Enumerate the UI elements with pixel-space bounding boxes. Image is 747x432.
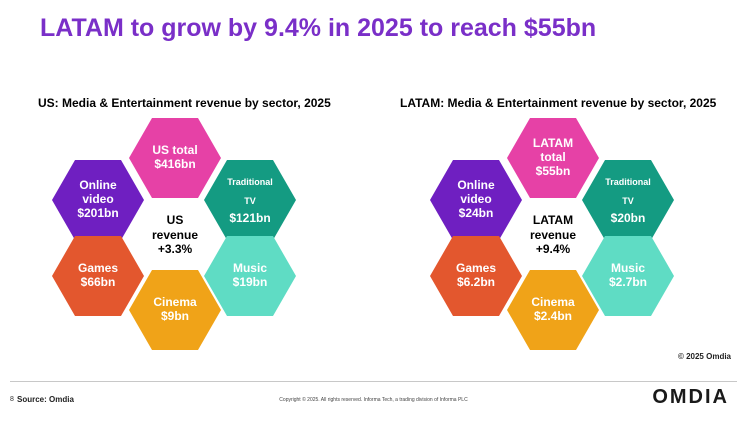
us-music-label: Music bbox=[232, 261, 267, 276]
latam-tradtv-label-2: TV bbox=[622, 195, 634, 206]
latam-tradtv-value: $20bn bbox=[610, 211, 646, 226]
latam-music-value: $2.7bn bbox=[608, 275, 647, 289]
latam-total-hex: LATAM total $55bn bbox=[507, 118, 599, 198]
latam-online-value: $24bn bbox=[458, 205, 494, 220]
us-music-hex: Music $19bn bbox=[204, 236, 296, 316]
source-note: Source: Omdia bbox=[17, 395, 74, 404]
footer-divider bbox=[10, 381, 737, 382]
us-tradtv-value: $121bn bbox=[229, 211, 271, 226]
latam-music-label: Music bbox=[610, 261, 645, 276]
legal-text: Copyright © 2025. All rights reserved. I… bbox=[279, 397, 468, 403]
latam-center-text: LATAM revenue +9.4% bbox=[507, 195, 599, 275]
copyright-notice: © 2025 Omdia bbox=[677, 352, 731, 361]
latam-total-label-1: LATAM bbox=[532, 136, 574, 151]
us-panel-title: US: Media & Entertainment revenue by sec… bbox=[38, 96, 331, 110]
slide-title: LATAM to grow by 9.4% in 2025 to reach $… bbox=[40, 14, 597, 42]
us-games-value: $66bn bbox=[80, 275, 116, 289]
us-hex-diagram: US total $416bn Online video $201bn Traditi… bbox=[52, 118, 302, 350]
latam-online-label-1: Online bbox=[457, 178, 495, 193]
latam-games-label: Games bbox=[455, 261, 497, 276]
latam-growth-rate: +9.4% bbox=[535, 242, 571, 257]
us-center-text: US revenue +3.3% bbox=[129, 195, 221, 275]
latam-cinema-label: Cinema bbox=[531, 295, 575, 310]
latam-panel-title: LATAM: Media & Entertainment revenue by … bbox=[400, 96, 717, 110]
us-growth-rate: +3.3% bbox=[157, 242, 193, 257]
latam-cinema-value: $2.4bn bbox=[533, 309, 572, 323]
latam-total-label-2: total bbox=[540, 150, 566, 165]
us-cinema-value: $9bn bbox=[160, 309, 189, 323]
us-center-label-1: US bbox=[166, 213, 184, 228]
us-online-label-2: video bbox=[82, 192, 114, 207]
us-cinema-hex: Cinema $9bn bbox=[129, 270, 221, 350]
latam-tradtv-label-1: Traditional bbox=[605, 177, 651, 188]
latam-games-value: $6.2bn bbox=[456, 275, 495, 289]
us-total-label: US total bbox=[152, 143, 198, 158]
us-games-label: Games bbox=[77, 261, 119, 276]
us-tradtv-label-1: Traditional bbox=[227, 177, 273, 188]
latam-games-hex: Games $6.2bn bbox=[430, 236, 522, 316]
us-total-value: $416bn bbox=[154, 157, 196, 171]
latam-online-video-hex: Online video $24bn bbox=[430, 160, 522, 240]
latam-cinema-hex: Cinema $2.4bn bbox=[507, 270, 599, 350]
latam-online-label-2: video bbox=[460, 192, 492, 207]
us-center-label-2: revenue bbox=[151, 227, 199, 242]
latam-total-value: $55bn bbox=[535, 163, 571, 178]
us-online-value: $201bn bbox=[77, 205, 119, 220]
latam-center-label-2: revenue bbox=[529, 227, 577, 242]
omdia-logo: OMDIA bbox=[652, 386, 729, 408]
page-number: 8 bbox=[10, 396, 14, 403]
us-cinema-label: Cinema bbox=[153, 295, 197, 310]
us-tradtv-label-2: TV bbox=[244, 195, 256, 206]
us-online-label-1: Online bbox=[79, 178, 117, 193]
us-music-value: $19bn bbox=[232, 275, 268, 289]
latam-center-label-1: LATAM bbox=[532, 213, 574, 228]
latam-hex-diagram: LATAM total $55bn Online video $24bn Traditi… bbox=[430, 118, 680, 350]
us-total-hex: US total $416bn bbox=[129, 118, 221, 198]
